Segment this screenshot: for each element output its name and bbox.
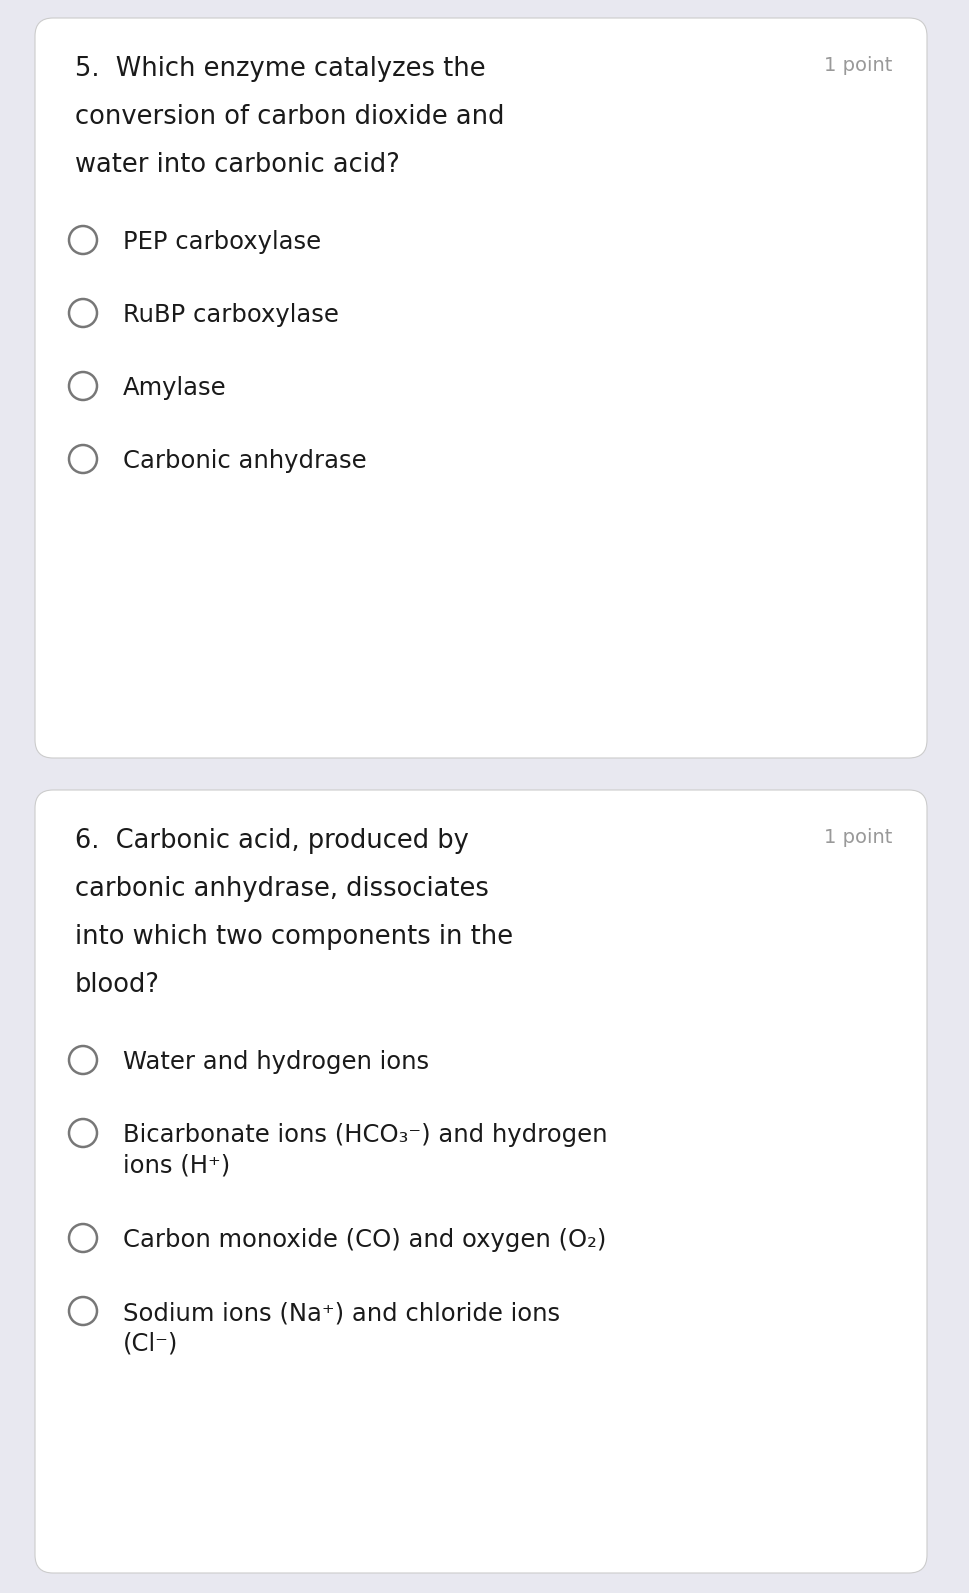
Text: carbonic anhydrase, dissociates: carbonic anhydrase, dissociates bbox=[75, 876, 488, 902]
Text: 1 point: 1 point bbox=[823, 828, 891, 847]
Text: Sodium ions (Na⁺) and chloride ions
(Cl⁻): Sodium ions (Na⁺) and chloride ions (Cl⁻… bbox=[123, 1301, 559, 1356]
Text: Water and hydrogen ions: Water and hydrogen ions bbox=[123, 1050, 428, 1074]
Text: 5.  Which enzyme catalyzes the: 5. Which enzyme catalyzes the bbox=[75, 56, 485, 81]
Text: into which two components in the: into which two components in the bbox=[75, 924, 513, 949]
Text: Carbonic anhydrase: Carbonic anhydrase bbox=[123, 449, 366, 473]
Text: 6.  Carbonic acid, produced by: 6. Carbonic acid, produced by bbox=[75, 828, 468, 854]
Text: Carbon monoxide (CO) and oxygen (O₂): Carbon monoxide (CO) and oxygen (O₂) bbox=[123, 1228, 606, 1252]
Text: blood?: blood? bbox=[75, 972, 160, 997]
FancyBboxPatch shape bbox=[35, 790, 926, 1572]
Text: water into carbonic acid?: water into carbonic acid? bbox=[75, 151, 399, 178]
Text: 1 point: 1 point bbox=[823, 56, 891, 75]
Text: conversion of carbon dioxide and: conversion of carbon dioxide and bbox=[75, 104, 504, 131]
Text: PEP carboxylase: PEP carboxylase bbox=[123, 229, 321, 253]
Text: Amylase: Amylase bbox=[123, 376, 227, 400]
FancyBboxPatch shape bbox=[35, 18, 926, 758]
Text: RuBP carboxylase: RuBP carboxylase bbox=[123, 303, 338, 327]
Text: Bicarbonate ions (HCO₃⁻) and hydrogen
ions (H⁺): Bicarbonate ions (HCO₃⁻) and hydrogen io… bbox=[123, 1123, 607, 1177]
